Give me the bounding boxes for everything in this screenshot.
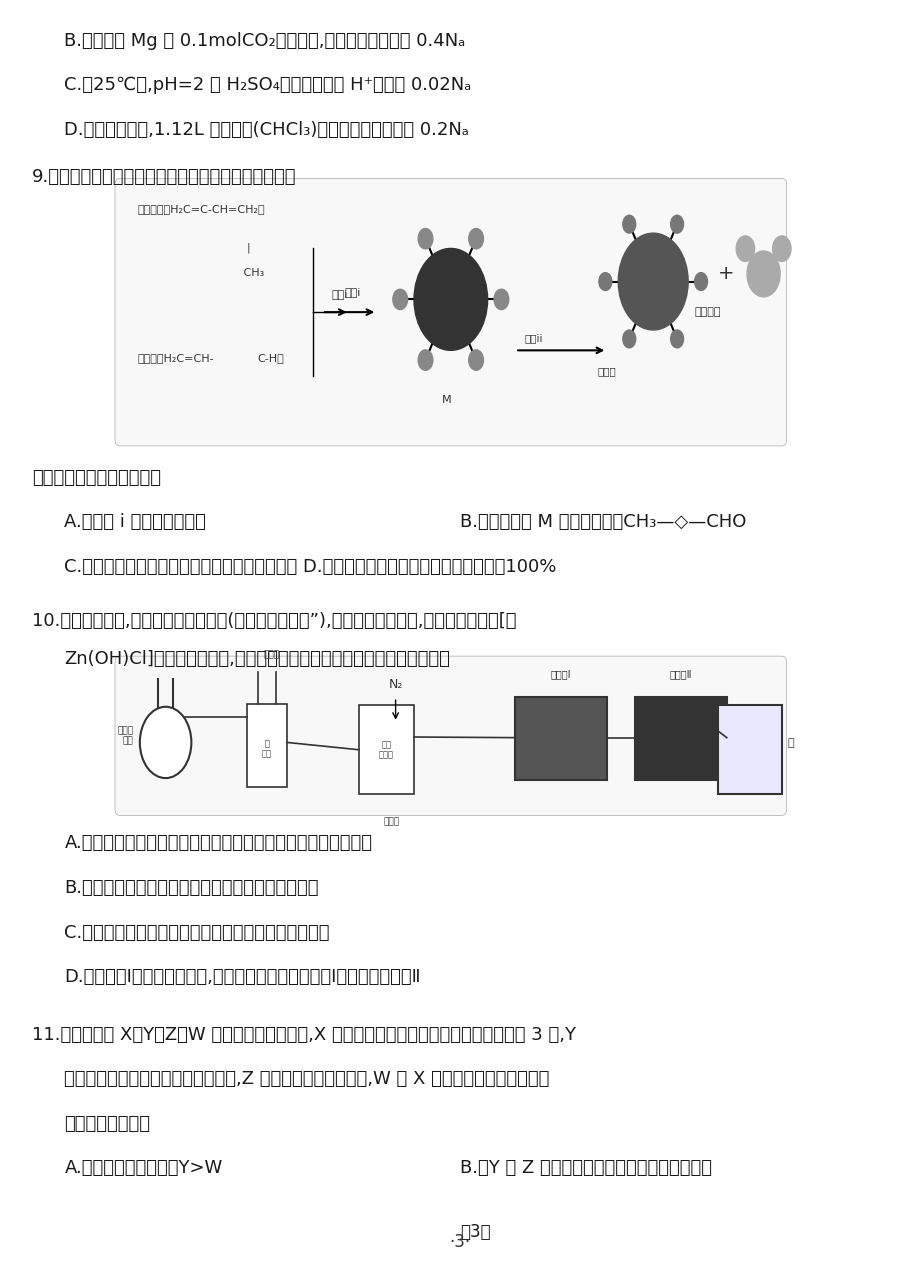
Text: ・3・: ・3・: [460, 1223, 490, 1241]
Text: 浓硫酸: 浓硫酸: [383, 817, 400, 827]
Text: C.　利用相同原料、相同原理也能合成邂二甲苯 D.　该合成路线理论上砖原子的利用率为100%: C. 利用相同原料、相同原理也能合成邂二甲苯 D. 该合成路线理论上砖原子的利用…: [64, 558, 556, 576]
Text: 9.我国自主研发对二甲苯的绿色合成路线示意图如下：: 9.我国自主研发对二甲苯的绿色合成路线示意图如下：: [32, 168, 297, 186]
Circle shape: [670, 215, 683, 233]
Text: 对二甲苯: 对二甲苯: [694, 307, 720, 317]
Circle shape: [670, 330, 683, 348]
Text: A.　恒压滚液漏斗、倒置漏斗的作用分别是平衡气压、防止倒吸: A. 恒压滚液漏斗、倒置漏斗的作用分别是平衡气压、防止倒吸: [64, 834, 372, 852]
Text: 管式炉Ⅱ: 管式炉Ⅱ: [669, 669, 691, 679]
Text: 丙烯醛（H₂C=CH-: 丙烯醛（H₂C=CH-: [138, 353, 214, 363]
Text: 过程ii: 过程ii: [524, 333, 542, 343]
Text: C-H）: C-H）: [257, 353, 284, 363]
Text: 过程i: 过程i: [345, 287, 361, 297]
Circle shape: [622, 215, 635, 233]
Text: 10.氯化锥易潮解,实验室依次采用除水(氯化氢气体置换”),升华相结合的方法,从市售的氯化锥[含: 10.氯化锥易潮解,实验室依次采用除水(氯化氢气体置换”),升华相结合的方法,从…: [32, 612, 516, 629]
Text: C.　在尾气吸收装置前应增加一个盛有浓硫酸的洗气瓶: C. 在尾气吸收装置前应增加一个盛有浓硫酸的洗气瓶: [64, 924, 330, 941]
Circle shape: [417, 228, 433, 248]
Text: 催化剂: 催化剂: [597, 366, 616, 376]
Circle shape: [772, 236, 790, 261]
FancyBboxPatch shape: [115, 178, 786, 446]
Circle shape: [622, 330, 635, 348]
Text: 浓硫酸: 浓硫酸: [263, 651, 279, 660]
Circle shape: [468, 228, 483, 248]
Circle shape: [392, 289, 407, 310]
Text: +: +: [717, 265, 733, 283]
Circle shape: [417, 350, 433, 371]
Text: B.　足量的 Mg 与 0.1molCO₂充分反应,转移的电子数目为 0.4Nₐ: B. 足量的 Mg 与 0.1molCO₂充分反应,转移的电子数目为 0.4Nₐ: [64, 32, 465, 50]
Text: 市售
氯化锌: 市售 氯化锌: [379, 740, 393, 759]
Circle shape: [140, 707, 191, 778]
Circle shape: [618, 233, 687, 330]
Circle shape: [468, 350, 483, 371]
Text: A.　简单离子的半径：Y>W: A. 简单离子的半径：Y>W: [64, 1159, 222, 1177]
Circle shape: [598, 273, 611, 290]
Text: A.　过程 i 发生了取代反应: A. 过程 i 发生了取代反应: [64, 513, 206, 531]
Text: ·3·: ·3·: [449, 1233, 470, 1251]
Text: 下列说法正确的是（　　）: 下列说法正确的是（ ）: [32, 469, 161, 487]
Bar: [634, 697, 726, 780]
Text: 管式炉Ⅰ: 管式炉Ⅰ: [550, 669, 571, 679]
Text: C.　25℃时,pH=2 的 H₂SO₄溶液中含有的 H⁺数目为 0.02Nₐ: C. 25℃时,pH=2 的 H₂SO₄溶液中含有的 H⁺数目为 0.02Nₐ: [64, 76, 471, 94]
Text: 异成二烯（H₂C=C-CH=CH₂）: 异成二烯（H₂C=C-CH=CH₂）: [138, 204, 266, 214]
Text: 过程i: 过程i: [331, 289, 347, 299]
Text: 水: 水: [787, 739, 794, 748]
Bar: [358, 706, 414, 795]
Text: B.　实验中利用了浓硫酸的高永点性、酸性和吸水性: B. 实验中利用了浓硫酸的高永点性、酸性和吸水性: [64, 879, 319, 897]
Bar: [515, 697, 607, 780]
Text: N₂: N₂: [388, 678, 403, 691]
Text: B.　Y 和 Z 的单质均能与强碘溶液反应生成氢气: B. Y 和 Z 的单质均能与强碘溶液反应生成氢气: [460, 1159, 711, 1177]
Text: M: M: [441, 395, 450, 405]
Text: 原子的电子层数和最外层电子数相同,Z 单质可制成半导体材料,W 与 X 位于同一主族。下列叙述: 原子的电子层数和最外层电子数相同,Z 单质可制成半导体材料,W 与 X 位于同一…: [64, 1070, 550, 1088]
Text: D.　标准状况下,1.12L 三氯甲烷(CHCl₃)含有的化学键数目为 0.2Nₐ: D. 标准状况下,1.12L 三氯甲烷(CHCl₃)含有的化学键数目为 0.2N…: [64, 121, 469, 139]
FancyBboxPatch shape: [115, 656, 786, 815]
Text: 氯化钠
固体: 氯化钠 固体: [117, 726, 133, 745]
Text: B.　中间产物 M 的结构简式为CH₃—◇—CHO: B. 中间产物 M 的结构简式为CH₃—◇—CHO: [460, 513, 745, 531]
Circle shape: [494, 289, 508, 310]
Text: Zn(OH)Cl]制备无水氯化锥,装置如下图所示。下列说法错误的是（　　）: Zn(OH)Cl]制备无水氯化锥,装置如下图所示。下列说法错误的是（ ）: [64, 650, 449, 668]
Text: D.　管式炉Ⅰ采取阶段式升温,实验结束时先撤去管式炉Ⅰ、再撤去管式炉Ⅱ: D. 管式炉Ⅰ采取阶段式升温,实验结束时先撤去管式炉Ⅰ、再撤去管式炉Ⅱ: [64, 968, 421, 986]
Text: |: |: [211, 242, 250, 252]
Circle shape: [735, 236, 754, 261]
Text: 浓
硫酸: 浓 硫酸: [262, 739, 271, 758]
Text: 正确的是（　　）: 正确的是（ ）: [64, 1115, 150, 1133]
Text: 11.短周期元素 X、Y、Z、W 的原子序数依次增大,X 原子的最外层电子数是其内层电子总数的 3 倍,Y: 11.短周期元素 X、Y、Z、W 的原子序数依次增大,X 原子的最外层电子数是其…: [32, 1026, 575, 1043]
Text: CH₃: CH₃: [211, 268, 264, 278]
Circle shape: [746, 251, 779, 297]
Bar: [246, 705, 287, 787]
Circle shape: [414, 248, 487, 350]
Bar: [717, 706, 781, 795]
Circle shape: [694, 273, 707, 290]
